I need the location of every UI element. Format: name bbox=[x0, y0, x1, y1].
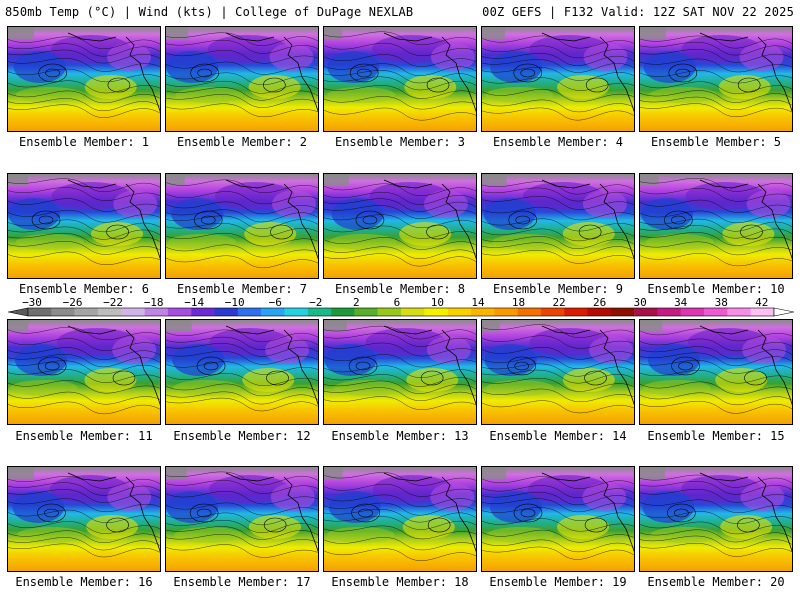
colorbar-tick-label: −26 bbox=[63, 296, 83, 309]
colorbar-segment bbox=[284, 308, 308, 316]
colorbar-segment bbox=[121, 308, 145, 316]
colorbar-segment bbox=[634, 308, 658, 316]
ensemble-member-map bbox=[165, 26, 319, 132]
colorbar-tick-label: 34 bbox=[674, 296, 688, 309]
colorbar-segment bbox=[680, 308, 705, 316]
colorbar-segment bbox=[587, 308, 612, 316]
ensemble-member-map bbox=[7, 173, 161, 279]
colorbar-tick-label: 38 bbox=[715, 296, 728, 309]
map-title: 850mb Temp (°C) | Wind (kts) | College o… bbox=[5, 5, 414, 19]
colorbar-segment bbox=[214, 308, 239, 316]
colorbar-tick-label: 42 bbox=[755, 296, 768, 309]
ensemble-member-label: Ensemble Member: 15 bbox=[647, 429, 785, 443]
colorbar-tick-label: 26 bbox=[593, 296, 606, 309]
colorbar-tick-label: 22 bbox=[552, 296, 565, 309]
colorbar-tick-label: −18 bbox=[144, 296, 164, 309]
ensemble-member-map bbox=[165, 466, 319, 572]
colorbar-segment bbox=[704, 308, 728, 316]
ensemble-member-map bbox=[481, 466, 635, 572]
ensemble-member-map bbox=[323, 319, 477, 425]
ensemble-member-map bbox=[639, 26, 793, 132]
colorbar-segment bbox=[307, 308, 332, 316]
ensemble-member-label: Ensemble Member: 17 bbox=[173, 575, 311, 589]
colorbar-segment bbox=[354, 308, 378, 316]
colorbar-segment bbox=[97, 308, 122, 316]
colorbar-segment bbox=[28, 308, 52, 316]
ensemble-member-label: Ensemble Member: 9 bbox=[492, 282, 624, 296]
colorbar-segment bbox=[377, 308, 402, 316]
ensemble-member-map bbox=[165, 173, 319, 279]
ensemble-member-map bbox=[639, 173, 793, 279]
ensemble-member-label: Ensemble Member: 12 bbox=[173, 429, 311, 443]
ensemble-member-map bbox=[639, 466, 793, 572]
colorbar-tick-label: −10 bbox=[225, 296, 245, 309]
colorbar-tick-label: 18 bbox=[512, 296, 525, 309]
ensemble-member-label: Ensemble Member: 20 bbox=[647, 575, 785, 589]
ensemble-member-label: Ensemble Member: 7 bbox=[176, 282, 308, 296]
colorbar-segment bbox=[144, 308, 169, 316]
ensemble-member-map bbox=[7, 466, 161, 572]
ensemble-member-label: Ensemble Member: 16 bbox=[15, 575, 153, 589]
colorbar-segment bbox=[424, 308, 448, 316]
colorbar-tick-label: 14 bbox=[471, 296, 485, 309]
colorbar-segment bbox=[517, 308, 542, 316]
ensemble-member-label: Ensemble Member: 8 bbox=[334, 282, 466, 296]
ensemble-member-map bbox=[323, 466, 477, 572]
ensemble-member-label: Ensemble Member: 10 bbox=[647, 282, 785, 296]
ensemble-member-map bbox=[323, 26, 477, 132]
colorbar-tick-label: 2 bbox=[353, 296, 360, 309]
colorbar-tick-label: −14 bbox=[184, 296, 204, 309]
ensemble-member-label: Ensemble Member: 4 bbox=[492, 135, 624, 149]
ensemble-member-label: Ensemble Member: 11 bbox=[15, 429, 153, 443]
ensemble-member-map bbox=[481, 319, 635, 425]
colorbar-tick-label: 6 bbox=[394, 296, 401, 309]
colorbar-tick-label: −30 bbox=[22, 296, 42, 309]
ensemble-member-map bbox=[7, 26, 161, 132]
ensemble-member-map bbox=[323, 173, 477, 279]
colorbar-segment bbox=[261, 308, 285, 316]
ensemble-member-map bbox=[481, 173, 635, 279]
colorbar-tick-label: −22 bbox=[103, 296, 123, 309]
colorbar-segment bbox=[564, 308, 588, 316]
run-valid-time: 00Z GEFS | F132 Valid: 12Z SAT NOV 22 20… bbox=[482, 5, 794, 19]
ensemble-member-label: Ensemble Member: 5 bbox=[650, 135, 782, 149]
colorbar-segment bbox=[727, 308, 751, 316]
colorbar-tick-label: 10 bbox=[431, 296, 444, 309]
colorbar-tick-label: −6 bbox=[269, 296, 282, 309]
colorbar-segment bbox=[657, 308, 681, 316]
colorbar-segment bbox=[750, 308, 775, 316]
colorbar-segment bbox=[401, 308, 425, 316]
ensemble-member-label: Ensemble Member: 19 bbox=[489, 575, 627, 589]
colorbar-tick-label: 30 bbox=[634, 296, 647, 309]
colorbar-low-arrow bbox=[8, 307, 29, 317]
colorbar-segment bbox=[447, 308, 472, 316]
colorbar-tick-label: −2 bbox=[309, 296, 322, 309]
temperature-colorbar: −30 −26 −22 −18 −14 −10 −6 −2 2 6 10 14 18 22 26 30 34 38… bbox=[8, 296, 794, 317]
ensemble-member-label: Ensemble Member: 18 bbox=[331, 575, 469, 589]
colorbar-segment bbox=[167, 308, 192, 316]
colorbar-segment bbox=[331, 308, 355, 316]
ensemble-member-label: Ensemble Member: 3 bbox=[334, 135, 466, 149]
ensemble-member-label: Ensemble Member: 14 bbox=[489, 429, 627, 443]
colorbar-segment bbox=[540, 308, 565, 316]
ensemble-member-label: Ensemble Member: 1 bbox=[18, 135, 150, 149]
colorbar-segment bbox=[74, 308, 99, 316]
ensemble-member-map bbox=[7, 319, 161, 425]
colorbar-high-arrow bbox=[773, 307, 794, 317]
colorbar-segment bbox=[51, 308, 75, 316]
ensemble-member-map bbox=[481, 26, 635, 132]
colorbar-segment bbox=[610, 308, 635, 316]
ensemble-member-label: Ensemble Member: 6 bbox=[18, 282, 150, 296]
ensemble-member-label: Ensemble Member: 13 bbox=[331, 429, 469, 443]
colorbar-segment bbox=[470, 308, 495, 316]
colorbar-segment bbox=[237, 308, 262, 316]
ensemble-member-label: Ensemble Member: 2 bbox=[176, 135, 308, 149]
colorbar-segment bbox=[494, 308, 518, 316]
ensemble-member-map bbox=[639, 319, 793, 425]
ensemble-member-map bbox=[165, 319, 319, 425]
colorbar-segment bbox=[191, 308, 215, 316]
